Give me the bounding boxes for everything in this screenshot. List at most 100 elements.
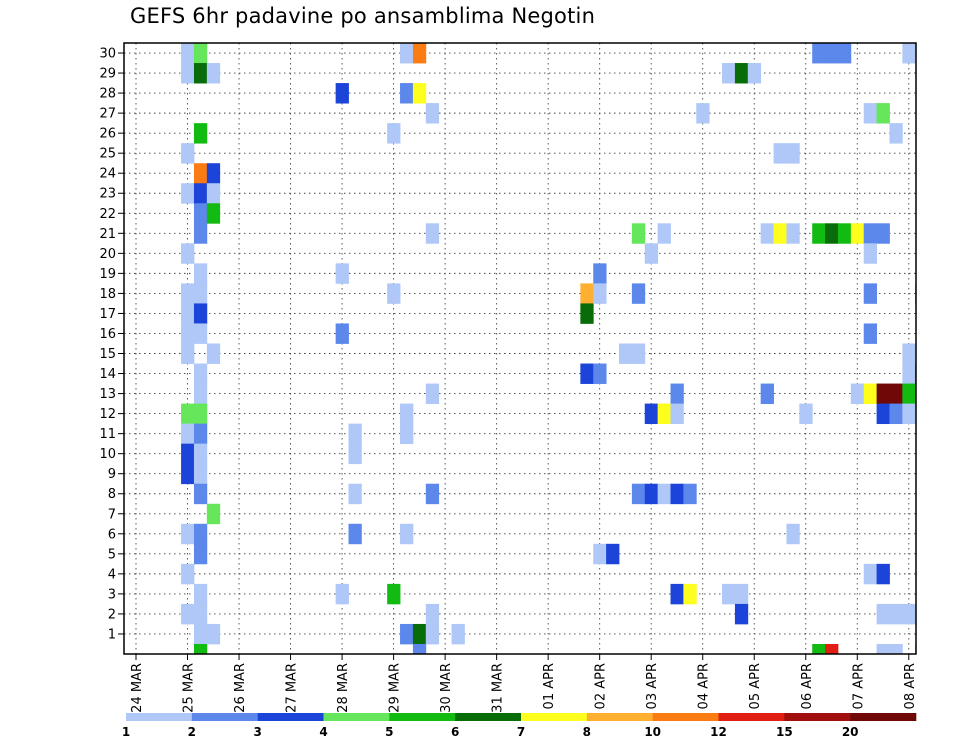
- heatmap-cell: [876, 223, 890, 244]
- y-tick-label: 10: [99, 447, 116, 462]
- heatmap-cell: [593, 363, 607, 384]
- heatmap-cell: [760, 223, 774, 244]
- heatmap-cell: [915, 363, 916, 384]
- x-axis: 24 MAR 25 MAR 26 MAR 27 MAR 28 MAR 29 MAR 30 M…: [130, 654, 918, 713]
- heatmap-cell: [412, 643, 427, 654]
- heatmap-cell: [863, 383, 877, 404]
- heatmap-cell: [400, 623, 414, 645]
- heatmap-cell: [181, 523, 195, 545]
- heatmap-cell: [206, 203, 221, 224]
- heatmap-cell: [335, 263, 349, 284]
- heatmap-cell: [451, 623, 465, 645]
- heatmap-cell: [206, 183, 221, 204]
- heatmap-cell: [181, 443, 195, 465]
- colorbar-swatch: [191, 713, 258, 721]
- heatmap-cell: [400, 83, 414, 104]
- heatmap-cell: [644, 483, 659, 505]
- heatmap-cell: [670, 483, 684, 505]
- heatmap-cell: [193, 403, 208, 425]
- x-tick-label: 02 APR: [594, 663, 609, 709]
- heatmap-cell: [825, 223, 839, 244]
- y-tick-label: 8: [108, 487, 116, 502]
- y-tick-label: 30: [99, 47, 116, 62]
- heatmap-cell: [181, 43, 195, 64]
- y-tick-label: 9: [108, 467, 116, 482]
- heatmap-cell: [812, 223, 826, 244]
- grid-lines: [124, 43, 916, 654]
- heatmap-cell: [193, 303, 208, 324]
- colorbar-swatch: [389, 713, 456, 721]
- heatmap-cell: [181, 143, 195, 164]
- x-tick-label: 06 APR: [800, 663, 815, 709]
- heatmap-cell: [387, 583, 401, 605]
- heatmap-cell: [193, 183, 208, 204]
- heatmap-cells: [181, 43, 941, 654]
- x-tick-label: 28 MAR: [336, 663, 351, 713]
- heatmap-cell: [889, 643, 903, 654]
- heatmap-cell: [193, 603, 208, 625]
- chart-title: GEFS 6hr padavine po ansamblima Negotin: [130, 4, 596, 28]
- heatmap-cell: [657, 403, 671, 425]
- heatmap-cell: [193, 223, 208, 244]
- heatmap-cell: [644, 403, 659, 425]
- y-tick-label: 29: [99, 67, 116, 82]
- heatmap-cell: [734, 583, 749, 605]
- heatmap-cell: [876, 403, 890, 425]
- heatmap-cell: [863, 223, 877, 244]
- heatmap-cell: [206, 63, 221, 84]
- heatmap-cell: [181, 283, 195, 304]
- heatmap-cell: [876, 383, 890, 404]
- heatmap-cell: [181, 563, 195, 585]
- heatmap-cell: [193, 363, 208, 384]
- heatmap-cell: [876, 563, 890, 585]
- heatmap-cell: [670, 383, 684, 404]
- colorbar-label: 3: [253, 725, 261, 739]
- x-tick-label: 26 MAR: [233, 663, 248, 713]
- x-tick-label: 30 MAR: [439, 663, 454, 713]
- colorbar-swatch: [850, 713, 917, 721]
- colorbar-label: 4: [319, 725, 327, 739]
- colorbar-legend: 1 2 3 4 5 6 7 8 10 12 15 20: [122, 713, 917, 739]
- colorbar-swatch: [323, 713, 390, 721]
- heatmap-cell: [181, 603, 195, 625]
- x-tick-label: 27 MAR: [285, 663, 300, 713]
- heatmap-cell: [580, 283, 594, 304]
- y-tick-label: 19: [99, 267, 116, 282]
- heatmap-cell: [348, 443, 362, 465]
- plot-frame: [123, 42, 917, 655]
- heatmap-cell: [928, 364, 941, 384]
- heatmap-cell: [193, 523, 208, 545]
- heatmap-cell: [876, 103, 890, 124]
- heatmap-cell: [335, 83, 349, 104]
- colorbar-swatch: [126, 713, 193, 721]
- heatmap-cell: [850, 223, 865, 244]
- x-tick-label: 01 APR: [542, 663, 557, 709]
- y-tick-label: 16: [99, 327, 116, 342]
- heatmap-cell: [335, 323, 349, 344]
- colorbar-label: 20: [842, 725, 859, 739]
- y-tick-label: 28: [99, 87, 116, 102]
- y-tick-label: 22: [99, 207, 116, 222]
- y-tick-label: 23: [99, 187, 116, 202]
- heatmap-cell: [593, 263, 607, 284]
- heatmap-cell: [193, 323, 208, 344]
- heatmap-cell: [696, 103, 710, 124]
- heatmap-cell: [863, 283, 877, 304]
- heatmap-cell: [825, 643, 839, 654]
- y-tick-label: 25: [99, 147, 116, 162]
- y-tick-label: 7: [108, 507, 116, 522]
- heatmap-cell: [863, 103, 877, 124]
- heatmap-cell: [193, 543, 208, 565]
- colorbar-label: 2: [188, 725, 196, 739]
- heatmap-cell: [825, 43, 839, 64]
- heatmap-cell: [631, 343, 646, 364]
- heatmap-cell: [425, 483, 440, 505]
- heatmap-cell: [837, 43, 852, 64]
- colorbar-label: 6: [451, 725, 459, 739]
- heatmap-cell: [902, 383, 916, 404]
- colorbar-swatch: [257, 713, 324, 721]
- heatmap-cell: [657, 483, 671, 505]
- x-tick-label: 25 MAR: [182, 663, 197, 713]
- heatmap-cell: [876, 603, 890, 625]
